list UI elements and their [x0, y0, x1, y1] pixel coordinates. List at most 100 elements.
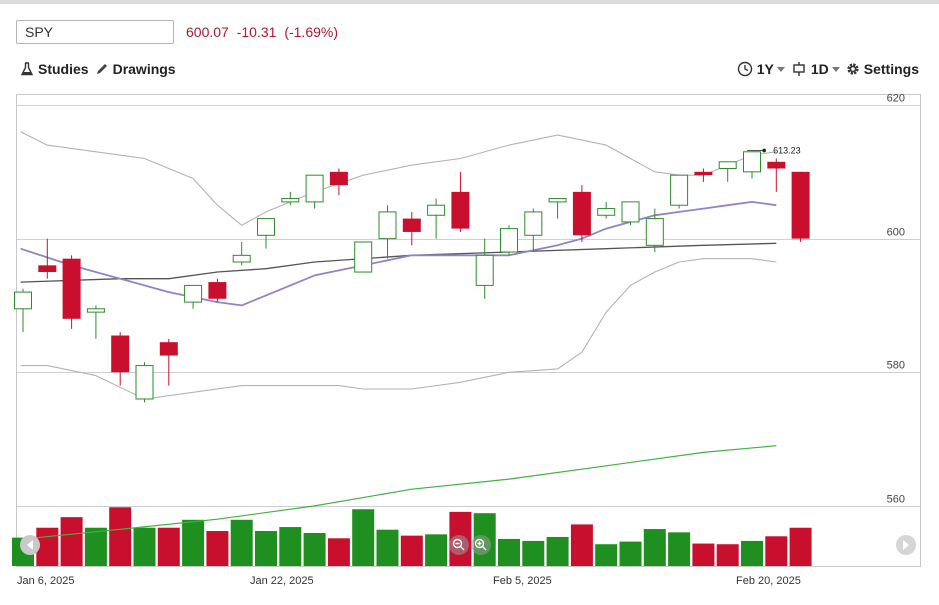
candle-body-down: [62, 258, 81, 319]
scroll-left-button[interactable]: [20, 535, 40, 555]
candle-body-up: [524, 211, 543, 236]
volume-bar: [765, 536, 788, 566]
studies-button[interactable]: Studies: [20, 61, 89, 77]
volume-bar: [352, 509, 375, 566]
candle-body-down: [159, 342, 178, 356]
candle: [232, 241, 251, 266]
candle-body-up: [305, 174, 324, 203]
candle: [159, 338, 178, 386]
candle-body-down: [402, 218, 421, 232]
moving-average-long-line: [20, 445, 777, 540]
candle-interval-icon: [793, 62, 805, 76]
zoom-out-icon: [452, 538, 463, 549]
volume-bar: [327, 538, 350, 566]
interval-selector[interactable]: 1D: [791, 61, 840, 77]
date-label: Feb 5, 2025: [493, 575, 552, 587]
candle: [500, 225, 518, 256]
chevron-left-icon: [27, 540, 33, 550]
candle-body-down: [694, 171, 713, 176]
zoom-in-button[interactable]: [471, 535, 491, 555]
candle: [767, 158, 786, 192]
volume-bar: [60, 517, 83, 566]
volume-bar: [182, 519, 205, 566]
candle: [402, 211, 421, 246]
flask-icon: [20, 62, 34, 76]
zoom-in-icon: [474, 538, 485, 549]
volume-bar: [84, 527, 107, 566]
gridlines: [17, 105, 920, 507]
candle: [14, 288, 32, 333]
y-tick-label: 560: [887, 494, 905, 506]
settings-label: Settings: [863, 61, 919, 77]
volume-bar: [741, 540, 763, 566]
top-border: [0, 0, 939, 4]
date-label: Jan 6, 2025: [17, 575, 75, 587]
symbol-input[interactable]: [16, 20, 174, 44]
candle-body-down: [791, 171, 810, 239]
y-tick-label: 600: [887, 227, 905, 239]
chevron-right-icon: [903, 540, 909, 550]
candle-body-down: [767, 161, 786, 169]
candle-body-up: [86, 308, 105, 313]
volume-bar: [668, 532, 691, 566]
gear-icon: [847, 63, 859, 75]
date-label: Feb 20, 2025: [736, 575, 801, 587]
volume-bar: [425, 534, 448, 566]
chevron-down-icon: [776, 66, 785, 72]
volume-bar: [692, 543, 715, 566]
candle-body-up: [184, 284, 203, 303]
interval-label: 1D: [810, 61, 829, 77]
quote-summary: 600.07 -10.31 (-1.69%): [186, 24, 342, 40]
candle: [135, 362, 154, 403]
volume-bar: [498, 538, 520, 566]
candle-body-up: [743, 151, 761, 173]
chart-tools-left: Studies Drawings: [20, 61, 182, 77]
price-change-percent: (-1.69%): [284, 24, 338, 40]
volume-bar: [546, 536, 569, 566]
candle: [718, 161, 737, 182]
candle: [524, 208, 543, 252]
candle: [621, 201, 640, 226]
candle: [257, 218, 275, 249]
range-selector[interactable]: 1Y: [737, 61, 785, 77]
candle: [475, 238, 494, 299]
candle: [305, 174, 324, 209]
volume-bar: [133, 527, 156, 566]
candle: [62, 255, 81, 329]
moving-average-mid-line: [20, 242, 777, 283]
y-tick-label: 580: [887, 360, 905, 372]
candle: [281, 191, 300, 206]
candle-body-up: [14, 291, 32, 310]
candle: [548, 198, 567, 219]
volume-bar: [619, 541, 642, 566]
volume-bars: [12, 507, 812, 566]
x-axis-labels: Jan 6, 2025 Jan 22, 2025 Feb 5, 2025 Feb 20…: [17, 575, 801, 587]
candle: [597, 201, 616, 219]
candle-body-up: [232, 254, 251, 263]
scroll-right-button[interactable]: [896, 535, 916, 555]
candle-body-up: [670, 174, 689, 206]
price-change: -10.31: [236, 24, 277, 40]
candle: [329, 168, 348, 196]
clock-icon: [737, 61, 752, 77]
candle-body-down: [111, 335, 130, 373]
candle: [645, 208, 664, 252]
volume-bar: [522, 540, 545, 566]
bollinger-upper-line: [20, 131, 777, 226]
date-label: Jan 22, 2025: [250, 575, 314, 587]
candle-body-up: [548, 198, 567, 203]
candle: [791, 171, 810, 242]
settings-button[interactable]: Settings: [846, 61, 919, 77]
drawings-button[interactable]: Drawings: [95, 61, 176, 77]
y-axis-labels: 620 600 580 560: [887, 93, 905, 506]
studies-label: Studies: [38, 61, 89, 77]
zoom-out-button[interactable]: [449, 535, 469, 555]
candle-body-up: [354, 241, 373, 273]
candle: [111, 332, 130, 386]
candle-body-down: [208, 282, 227, 299]
candle: [378, 205, 397, 259]
candle: [184, 284, 203, 309]
volume-bar: [716, 544, 739, 566]
